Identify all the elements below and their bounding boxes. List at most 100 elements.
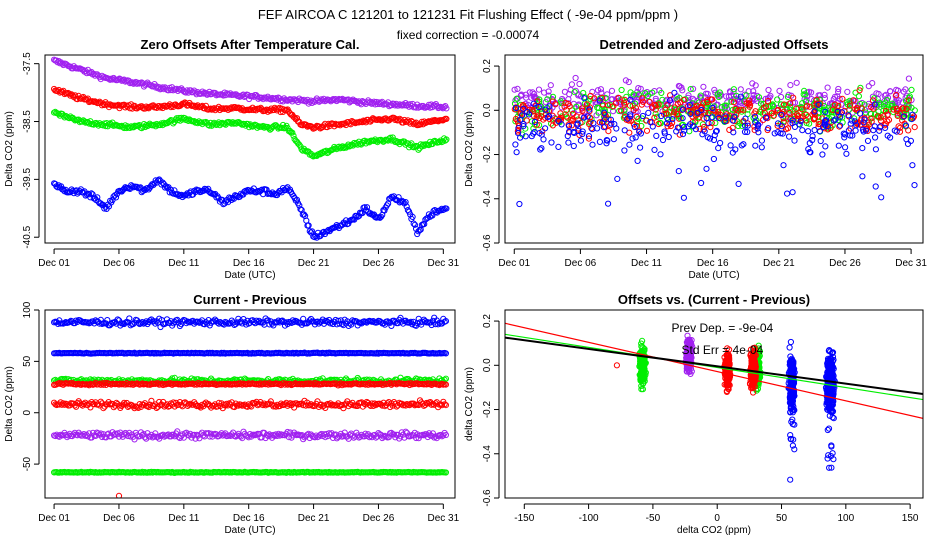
data-point [573,113,580,120]
data-point [700,115,707,122]
data-point [603,140,610,147]
data-point [402,428,409,435]
chart-panel-4: Offsets vs. (Current - Previous)Prev Dep… [464,292,924,536]
data-point [793,79,800,86]
x-tick-label: Dec 06 [103,258,135,269]
data-point [587,118,594,125]
x-tick-label: Dec 31 [427,258,459,269]
data-point [857,110,864,117]
data-point [649,104,656,111]
data-point [340,144,347,152]
data-point [517,116,524,123]
data-point [783,101,790,109]
data-point [115,492,123,498]
data-point [798,106,806,113]
data-point [758,137,766,144]
data-point [443,115,450,123]
data-point [704,134,711,141]
data-point [816,128,823,135]
data-point [614,175,621,182]
data-point [680,124,688,131]
data-point [632,134,639,141]
data-point [699,131,706,138]
data-point [872,146,880,153]
data-point [555,143,562,150]
series-blue [512,89,918,208]
y-tick-label: 0.0 [482,103,493,117]
data-point [744,122,751,129]
data-point [646,98,653,106]
data-point [817,100,824,107]
data-point [536,130,543,137]
data-point [777,130,784,137]
data-point [311,434,318,441]
data-point [594,104,601,111]
data-point [681,127,688,134]
data-point [723,93,730,100]
data-point [326,430,333,437]
data-point [770,112,778,119]
y-tick-label: -40.5 [22,225,33,248]
data-point [542,114,549,122]
data-point [112,194,120,201]
data-point [894,99,901,106]
data-point [704,97,711,104]
chart-title: Detrended and Zero-adjusted Offsets [600,37,829,52]
data-point [520,105,527,112]
data-point [327,320,334,327]
data-point [803,111,810,118]
data-point [789,189,796,196]
data-point [267,398,274,405]
x-axis-label: Date (UTC) [688,270,739,281]
data-point [637,144,644,151]
data-point [867,111,875,118]
data-point [126,402,133,409]
data-point [709,114,716,121]
data-point [558,100,565,107]
data-point [626,129,633,136]
data-point [738,142,745,149]
data-point [903,105,910,113]
data-point [594,87,602,94]
data-point [114,430,121,437]
data-point [183,320,190,327]
data-point [544,114,551,121]
y-tick-label: -50 [22,456,33,471]
chart-title: Current - Previous [193,292,306,307]
data-point [608,120,615,127]
data-point [228,120,235,127]
plot-area [51,56,450,241]
data-point [860,128,867,135]
data-point [435,321,442,328]
data-point [291,114,298,121]
data-point [751,110,758,117]
data-point [174,428,181,435]
data-point [353,98,360,105]
data-point [704,90,711,98]
data-point [339,320,346,328]
data-point [658,112,665,120]
data-point [882,121,889,128]
data-point [679,131,687,138]
data-point [588,125,595,132]
data-point [809,136,816,144]
data-point [580,114,588,121]
data-point [514,85,521,93]
data-point [679,115,686,122]
data-point [766,94,773,101]
data-point [662,106,669,113]
data-point [849,132,856,139]
data-point [201,400,208,407]
data-point [406,208,413,215]
data-point [908,116,915,123]
data-point [592,101,599,108]
data-point [679,106,687,113]
y-tick-label: -0.6 [482,234,493,252]
data-point [535,86,543,93]
x-tick-label: Dec 31 [895,258,927,269]
data-point [859,173,866,180]
data-point [443,136,450,143]
data-point [139,319,146,326]
